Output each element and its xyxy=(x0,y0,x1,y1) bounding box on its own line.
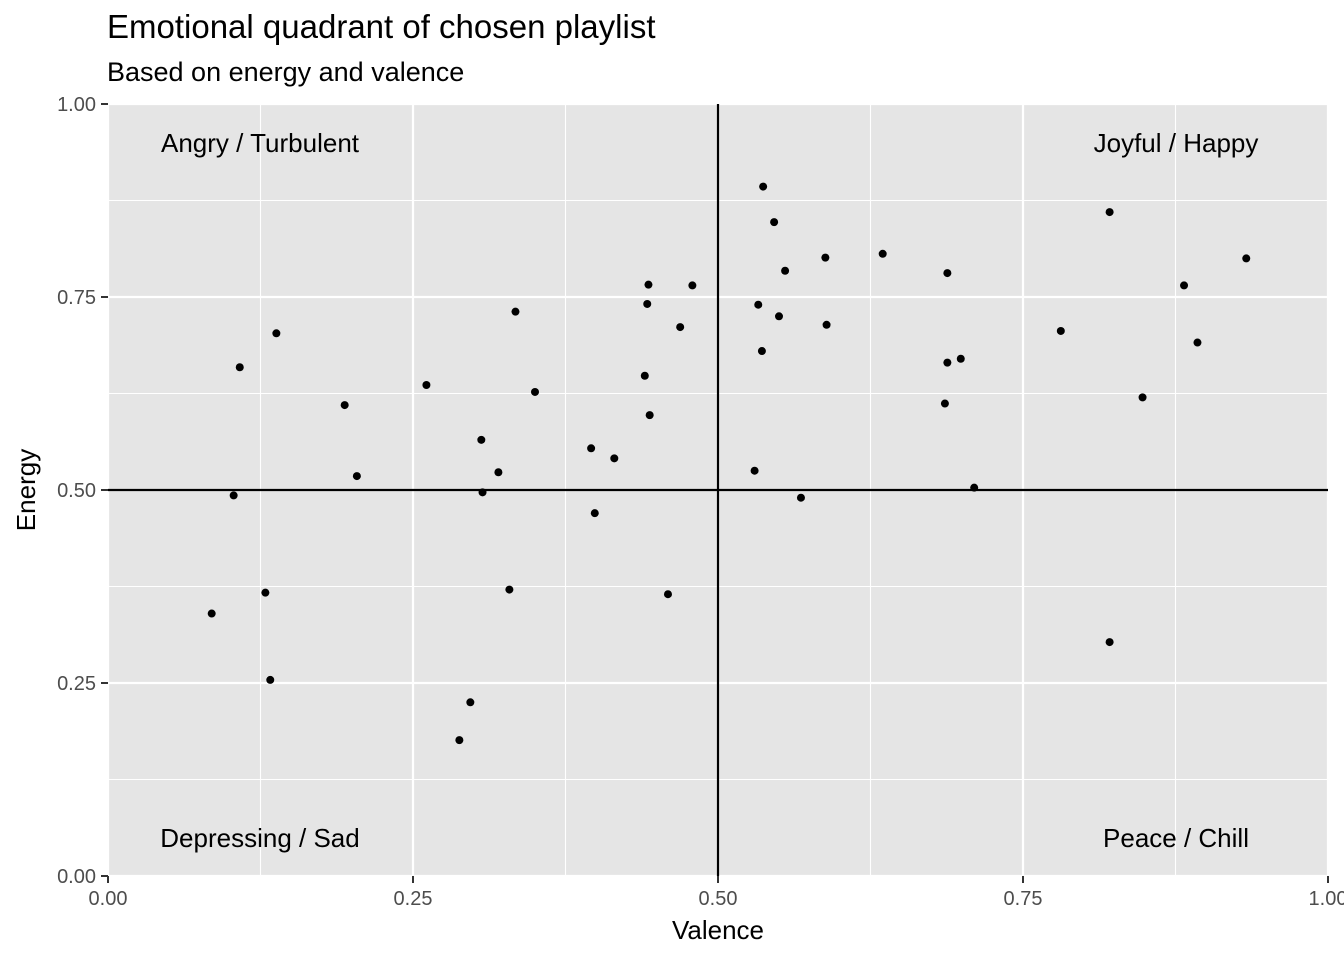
data-point xyxy=(266,675,275,684)
y-tick-label: 0.50 xyxy=(57,480,96,502)
data-point xyxy=(610,454,619,463)
y-tick-label: 0.75 xyxy=(57,287,96,309)
data-point xyxy=(272,329,281,338)
data-point xyxy=(821,253,830,262)
x-tick-label: 0.25 xyxy=(394,888,433,910)
x-tick-label: 0.75 xyxy=(1004,888,1043,910)
y-tick-label: 1.00 xyxy=(57,94,96,116)
data-point xyxy=(207,609,216,618)
x-axis-title: Valence xyxy=(672,915,764,945)
data-point xyxy=(505,585,514,594)
data-point xyxy=(943,358,952,367)
data-point xyxy=(676,323,685,332)
data-point xyxy=(235,363,244,372)
data-point xyxy=(511,307,520,316)
data-point xyxy=(1056,326,1065,335)
data-point xyxy=(352,472,361,481)
data-point xyxy=(759,182,768,191)
x-tick-label: 0.00 xyxy=(89,888,128,910)
data-point xyxy=(770,218,779,227)
data-point xyxy=(340,401,349,410)
data-point xyxy=(796,493,805,502)
reference-lines xyxy=(108,104,1328,876)
data-point xyxy=(477,435,486,444)
data-point xyxy=(494,468,503,477)
data-point xyxy=(587,444,596,453)
data-point xyxy=(757,347,766,356)
data-point xyxy=(640,371,649,380)
quadrant-label-angry: Angry / Turbulent xyxy=(161,128,360,158)
data-point xyxy=(645,411,654,420)
data-point xyxy=(688,281,697,290)
y-tick-label: 0.25 xyxy=(57,673,96,695)
quadrant-label-peace: Peace / Chill xyxy=(1103,823,1249,853)
data-point xyxy=(754,300,763,309)
data-point xyxy=(943,269,952,278)
data-point xyxy=(229,491,238,500)
data-point xyxy=(750,466,759,475)
data-point xyxy=(466,698,475,707)
data-point xyxy=(940,399,949,408)
data-point xyxy=(1105,638,1114,647)
data-point xyxy=(822,320,831,329)
data-point xyxy=(956,354,965,363)
data-point xyxy=(1180,281,1189,290)
data-point xyxy=(644,280,653,289)
axes: 0.00 0.25 0.50 0.75 1.00 0.00 0.25 0.50 0.75 1.00 xyxy=(57,94,1344,910)
x-tick-label: 1.00 xyxy=(1309,888,1344,910)
chart-subtitle: Based on energy and valence xyxy=(107,57,465,87)
data-point xyxy=(1138,393,1147,402)
data-point xyxy=(1242,254,1251,263)
data-point xyxy=(590,509,599,518)
data-point xyxy=(531,387,539,396)
data-point xyxy=(261,588,270,597)
data-point xyxy=(878,249,887,258)
data-point xyxy=(1105,208,1114,217)
data-point xyxy=(970,483,979,492)
y-tick-label: 0.00 xyxy=(57,866,96,888)
chart-title: Emotional quadrant of chosen playlist xyxy=(107,8,656,45)
data-point xyxy=(781,266,790,275)
quadrant-labels: Angry / Turbulent Joyful / Happy Depress… xyxy=(160,128,1258,853)
y-axis-title: Energy xyxy=(11,449,41,531)
data-point xyxy=(643,299,652,308)
x-tick-label: 0.50 xyxy=(699,888,738,910)
data-point xyxy=(775,312,783,321)
data-point xyxy=(1193,338,1202,347)
data-point xyxy=(455,736,464,745)
data-points xyxy=(207,182,1251,745)
quadrant-label-joyful: Joyful / Happy xyxy=(1094,128,1259,158)
data-point xyxy=(663,590,672,599)
data-point xyxy=(478,488,487,497)
data-point xyxy=(422,381,431,390)
quadrant-label-sad: Depressing / Sad xyxy=(160,823,359,853)
